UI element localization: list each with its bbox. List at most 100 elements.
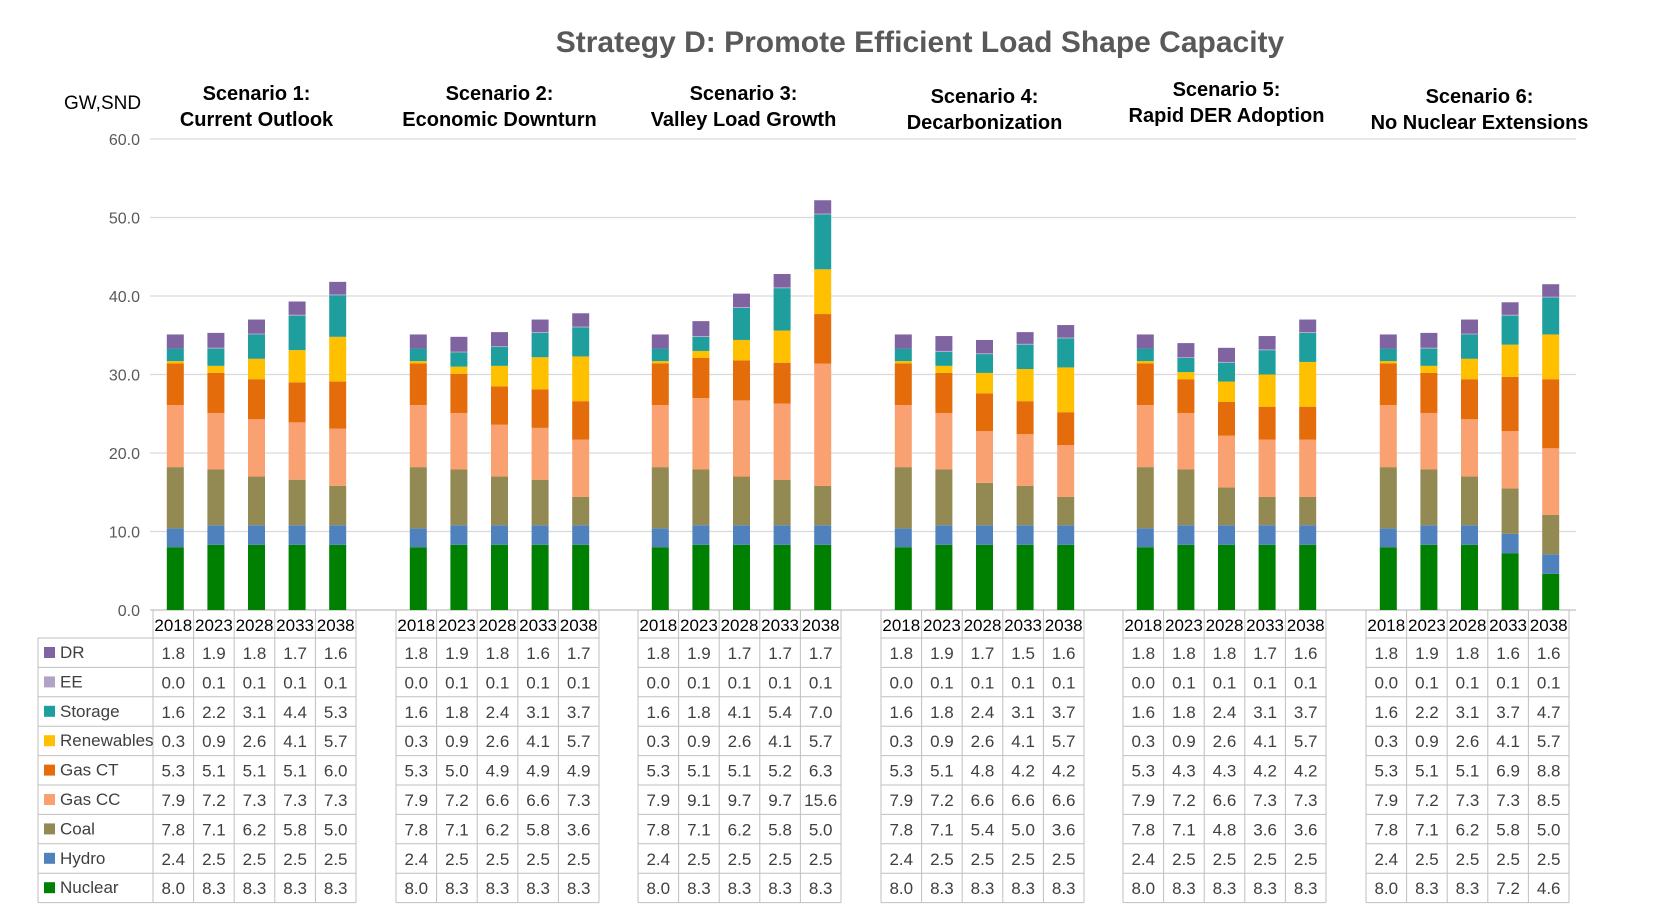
data-cell: 6.6 bbox=[1052, 791, 1076, 810]
year-label: 2038 bbox=[1530, 616, 1568, 635]
data-cell: 7.2 bbox=[202, 791, 226, 810]
bar-segment-gas-ct bbox=[733, 360, 750, 401]
bar-segment-renewables bbox=[1501, 344, 1519, 377]
legend-label: Renewables bbox=[60, 731, 154, 750]
data-cell: 2.4 bbox=[404, 850, 428, 869]
bar-segment-coal bbox=[1379, 467, 1397, 529]
data-cell: 7.9 bbox=[1131, 791, 1155, 810]
data-cell: 5.3 bbox=[889, 762, 913, 781]
data-cell: 7.9 bbox=[889, 791, 913, 810]
scenario-title: Scenario 4: bbox=[931, 86, 1039, 108]
bar-segment-dr bbox=[166, 334, 184, 349]
bar-segment-storage bbox=[1177, 358, 1195, 373]
legend-label: EE bbox=[60, 672, 83, 691]
year-label: 2038 bbox=[1287, 616, 1325, 635]
bar-segment-nuclear bbox=[1379, 547, 1397, 610]
year-label: 2018 bbox=[639, 616, 677, 635]
bar-segment-dr bbox=[1218, 347, 1235, 362]
data-cell: 1.6 bbox=[324, 644, 348, 663]
bar-segment-dr bbox=[491, 332, 508, 347]
bar-segment-dr bbox=[1057, 325, 1075, 338]
data-cell: 5.3 bbox=[1374, 762, 1398, 781]
data-cell: 2.5 bbox=[202, 850, 226, 869]
data-cell: 4.1 bbox=[1011, 732, 1035, 751]
bar-segment-hydro bbox=[491, 525, 508, 545]
data-cell: 8.3 bbox=[809, 879, 833, 898]
data-cell: 7.3 bbox=[324, 791, 348, 810]
data-cell: 0.3 bbox=[889, 732, 913, 751]
legend-label: Hydro bbox=[60, 849, 105, 868]
bar-segment-hydro bbox=[1258, 525, 1276, 545]
bar-segment-storage bbox=[773, 288, 791, 331]
y-tick-label: 20.0 bbox=[109, 446, 140, 463]
data-cell: 7.2 bbox=[1415, 791, 1439, 810]
data-cell: 5.0 bbox=[1537, 820, 1561, 839]
data-cell: 8.3 bbox=[526, 879, 550, 898]
bar-segment-ee bbox=[1299, 332, 1317, 333]
bar-segment-coal bbox=[773, 479, 791, 526]
bar-segment-ee bbox=[1218, 361, 1235, 363]
data-cell: 4.2 bbox=[1294, 762, 1318, 781]
data-cell: 4.1 bbox=[728, 703, 752, 722]
data-cell: 2.5 bbox=[1537, 850, 1561, 869]
data-cell: 2.5 bbox=[567, 850, 591, 869]
data-cell: 2.5 bbox=[1011, 850, 1035, 869]
bar-segment-gas-ct bbox=[531, 389, 549, 428]
data-cell: 7.8 bbox=[889, 820, 913, 839]
data-cell: 0.1 bbox=[728, 673, 752, 692]
gridlines bbox=[150, 138, 1576, 611]
bar-segment-coal bbox=[491, 476, 508, 526]
bar-segment-coal bbox=[288, 479, 306, 526]
bar-segment-nuclear bbox=[1177, 544, 1195, 610]
bar-segment-gas-cc bbox=[1136, 405, 1154, 468]
bar-segment-hydro bbox=[1420, 525, 1438, 545]
bar-segment-nuclear bbox=[1258, 544, 1276, 610]
data-cell: 7.3 bbox=[1496, 791, 1520, 810]
bar-segment-nuclear bbox=[531, 544, 549, 610]
data-cell: 4.1 bbox=[1496, 732, 1520, 751]
data-cell: 3.1 bbox=[526, 703, 550, 722]
data-cell: 1.9 bbox=[930, 644, 954, 663]
bar-segment-coal bbox=[166, 467, 184, 529]
bar-segment-nuclear bbox=[1016, 544, 1034, 610]
data-cell: 5.3 bbox=[324, 703, 348, 722]
data-cell: 8.3 bbox=[971, 879, 995, 898]
data-cell: 2.6 bbox=[728, 732, 752, 751]
data-cell: 1.6 bbox=[646, 703, 670, 722]
bar-segment-coal bbox=[1420, 469, 1438, 526]
data-cell: 0.1 bbox=[567, 673, 591, 692]
data-cell: 8.3 bbox=[1415, 879, 1439, 898]
data-cell: 0.1 bbox=[1253, 673, 1277, 692]
data-cell: 2.6 bbox=[1213, 732, 1237, 751]
data-cell: 5.7 bbox=[1537, 732, 1561, 751]
bar-segment-dr bbox=[409, 334, 427, 349]
bar-segment-ee bbox=[1420, 347, 1438, 349]
data-cell: 7.1 bbox=[1415, 820, 1439, 839]
bar-segment-gas-ct bbox=[1379, 363, 1397, 406]
scenario-subtitle: Valley Load Growth bbox=[651, 109, 837, 131]
data-cell: 8.3 bbox=[445, 879, 469, 898]
bar-segment-gas-cc bbox=[692, 398, 710, 470]
bar-segment-nuclear bbox=[894, 547, 912, 610]
data-cell: 2.5 bbox=[809, 850, 833, 869]
bar-segment-hydro bbox=[1136, 528, 1154, 548]
bar-segment-gas-cc bbox=[1258, 439, 1276, 497]
bar-segment-gas-ct bbox=[773, 362, 791, 404]
data-cell: 0.9 bbox=[445, 732, 469, 751]
data-cell: 1.6 bbox=[526, 644, 550, 663]
data-cell: 7.1 bbox=[445, 820, 469, 839]
bar-segment-ee bbox=[1501, 314, 1519, 316]
bar-segment-gas-ct bbox=[1299, 406, 1317, 440]
bar-segment-renewables bbox=[572, 356, 590, 402]
data-cell: 2.5 bbox=[1415, 850, 1439, 869]
bar-segment-coal bbox=[450, 469, 468, 526]
bar-segment-storage bbox=[572, 327, 590, 357]
bar-segment-gas-ct bbox=[976, 393, 993, 432]
scenario-title: Scenario 2: bbox=[446, 83, 554, 105]
bar-segment-renewables bbox=[814, 269, 832, 315]
data-cell: 5.7 bbox=[809, 732, 833, 751]
scenario-headers: Scenario 1: Current Outlook Scenario 2: Eco… bbox=[180, 79, 1589, 134]
bar-segment-dr bbox=[531, 319, 549, 333]
bar-segment-ee bbox=[450, 351, 468, 353]
data-cell: 0.1 bbox=[243, 673, 267, 692]
